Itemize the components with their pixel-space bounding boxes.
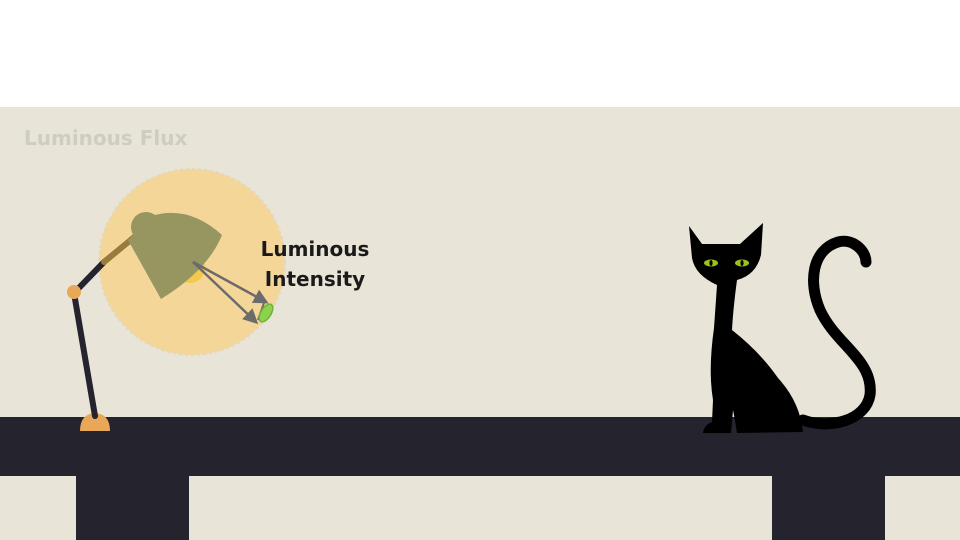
- cat-pupil-right: [740, 260, 744, 266]
- cat-body: [689, 223, 803, 433]
- lamp-lower-arm: [71, 290, 98, 419]
- ray-lower: [192, 261, 259, 325]
- cat-pupil-left: [709, 260, 713, 266]
- cat-tail: [797, 235, 876, 430]
- table-leg-left: [76, 476, 189, 540]
- desk-lamp-icon: [67, 212, 222, 431]
- table: [0, 417, 960, 540]
- diagram-title: Luminous Flux: [24, 126, 188, 150]
- table-leg-right: [772, 476, 885, 540]
- lamp-shade: [128, 212, 222, 299]
- target-surface: [258, 303, 274, 323]
- luminous-intensity-label: Luminous Intensity: [260, 237, 370, 291]
- intensity-arrows: [192, 260, 274, 325]
- cat-icon: [689, 223, 876, 433]
- lamp-base: [80, 413, 110, 431]
- ray-upper: [192, 260, 269, 304]
- lamp-joint: [67, 285, 81, 299]
- top-band: [0, 0, 960, 107]
